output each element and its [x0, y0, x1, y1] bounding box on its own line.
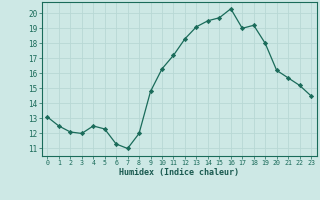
X-axis label: Humidex (Indice chaleur): Humidex (Indice chaleur) [119, 168, 239, 177]
